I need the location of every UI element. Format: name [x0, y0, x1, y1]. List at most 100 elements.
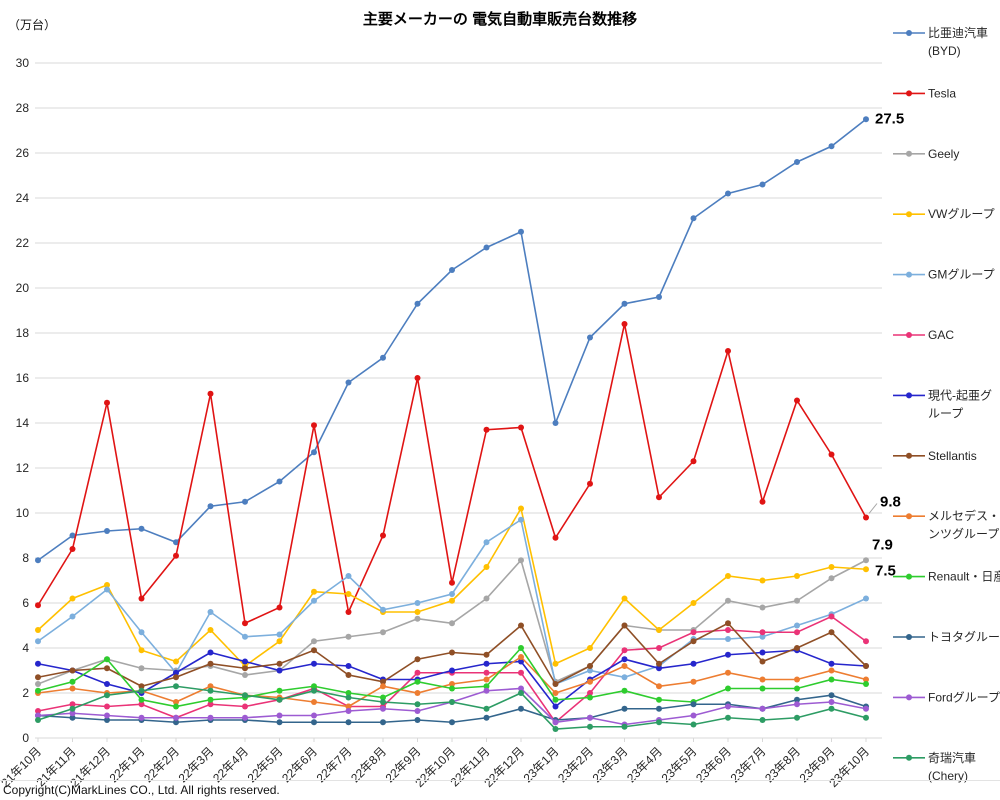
data-point-stellantis — [138, 683, 145, 690]
data-point-chery — [69, 705, 76, 712]
data-point-tesla — [794, 397, 800, 404]
data-point-ford — [759, 705, 766, 712]
data-point-ford — [587, 714, 593, 721]
data-point-geely — [759, 604, 766, 611]
data-point-renault_nissan — [173, 703, 179, 710]
data-point-geely — [449, 620, 455, 627]
data-point-renault_nissan — [35, 687, 41, 694]
data-point-gac — [863, 638, 869, 645]
data-point-tesla — [552, 534, 559, 541]
data-point-stellantis — [35, 674, 41, 681]
data-point-mercedes — [759, 676, 766, 683]
y-tick-label: 8 — [22, 551, 29, 565]
data-point-ford — [69, 710, 76, 717]
data-point-tesla — [138, 595, 145, 602]
data-point-byd — [587, 334, 593, 341]
data-point-mercedes — [518, 654, 524, 660]
data-point-hyundai_kia — [311, 660, 317, 667]
data-point-hyundai_kia — [828, 660, 835, 667]
data-point-vw — [345, 591, 352, 597]
data-point-hyundai_kia — [242, 658, 248, 665]
y-axis-unit-label: （万台） — [8, 18, 57, 32]
data-point-tesla — [759, 498, 766, 505]
data-point-toyota — [345, 719, 352, 726]
data-point-geely — [380, 629, 386, 636]
data-point-gac — [656, 645, 662, 651]
data-point-tesla — [449, 579, 455, 586]
data-point-chery — [35, 717, 41, 723]
data-point-vw — [35, 627, 41, 633]
legend-label-renault_nissan: Renault・日産 — [928, 569, 1000, 584]
legend-label-gm: GMグループ — [928, 268, 995, 282]
legend-label-geely: Geely — [928, 147, 959, 161]
data-point-stellantis — [104, 665, 110, 672]
data-point-ford — [173, 714, 179, 721]
data-point-mercedes — [173, 699, 179, 705]
data-point-vw — [552, 660, 559, 667]
data-point-vw — [863, 566, 869, 573]
data-point-gac — [690, 629, 697, 636]
data-point-stellantis — [794, 645, 800, 651]
data-point-stellantis — [414, 656, 421, 663]
y-tick-label: 4 — [22, 641, 29, 655]
data-point-tesla — [518, 424, 524, 431]
legend-label-byd: (BYD) — [928, 44, 961, 58]
data-point-ford — [35, 712, 41, 719]
data-point-chery — [794, 714, 800, 721]
data-point-chery — [518, 690, 524, 696]
data-point-byd — [621, 300, 628, 307]
data-point-stellantis — [656, 660, 662, 667]
data-point-stellantis — [173, 674, 179, 681]
data-point-mercedes — [449, 681, 455, 687]
data-point-hyundai_kia — [690, 660, 697, 667]
data-point-tesla — [690, 458, 697, 465]
data-point-hyundai_kia — [173, 669, 179, 676]
data-point-hyundai_kia — [552, 703, 559, 710]
data-point-byd — [380, 354, 386, 361]
data-point-geely — [518, 557, 524, 564]
data-point-renault_nissan — [518, 645, 524, 651]
legend-marker-ford — [906, 694, 912, 701]
data-point-geely — [828, 575, 835, 582]
data-point-chery — [173, 683, 179, 690]
copyright-notice: Copyright(C)MarkLines CO., Ltd. All righ… — [3, 783, 280, 797]
data-point-gac — [587, 690, 593, 696]
data-point-stellantis — [518, 622, 524, 629]
data-point-renault_nissan — [138, 696, 145, 703]
data-point-hyundai_kia — [449, 667, 455, 674]
data-point-gac — [483, 669, 490, 676]
legend-label-chery: 奇瑞汽車 — [928, 750, 976, 765]
data-point-stellantis — [759, 658, 766, 665]
data-point-gac — [725, 627, 731, 633]
legend-label-ford: Fordグループ — [928, 690, 1000, 704]
legend-label-mercedes: ンツグループ — [928, 527, 999, 541]
data-point-vw — [69, 595, 76, 602]
data-point-ford — [518, 685, 524, 692]
data-point-hyundai_kia — [35, 660, 41, 667]
data-point-mercedes — [621, 663, 628, 669]
legend-marker-geely — [906, 150, 912, 157]
data-point-hyundai_kia — [104, 681, 110, 687]
data-point-chery — [380, 699, 386, 705]
data-point-ford — [380, 705, 386, 712]
data-point-stellantis — [207, 660, 214, 667]
data-point-mercedes — [414, 690, 421, 696]
data-point-byd — [276, 478, 283, 485]
data-point-byd — [794, 159, 800, 165]
data-point-byd — [863, 116, 869, 123]
data-point-renault_nissan — [552, 696, 559, 703]
data-point-chery — [759, 717, 766, 723]
data-point-gm — [725, 636, 731, 642]
data-point-ford — [414, 708, 421, 714]
data-point-chery — [345, 694, 352, 701]
data-point-gm — [621, 674, 628, 681]
data-point-vw — [725, 573, 731, 579]
data-point-renault_nissan — [449, 685, 455, 692]
data-point-toyota — [276, 719, 283, 726]
annotation-vw: 7.5 — [875, 562, 896, 579]
chart-title: 主要メーカーの 電気自動車販売台数推移 — [362, 11, 638, 28]
data-point-mercedes — [690, 678, 697, 685]
data-point-gac — [242, 703, 248, 710]
